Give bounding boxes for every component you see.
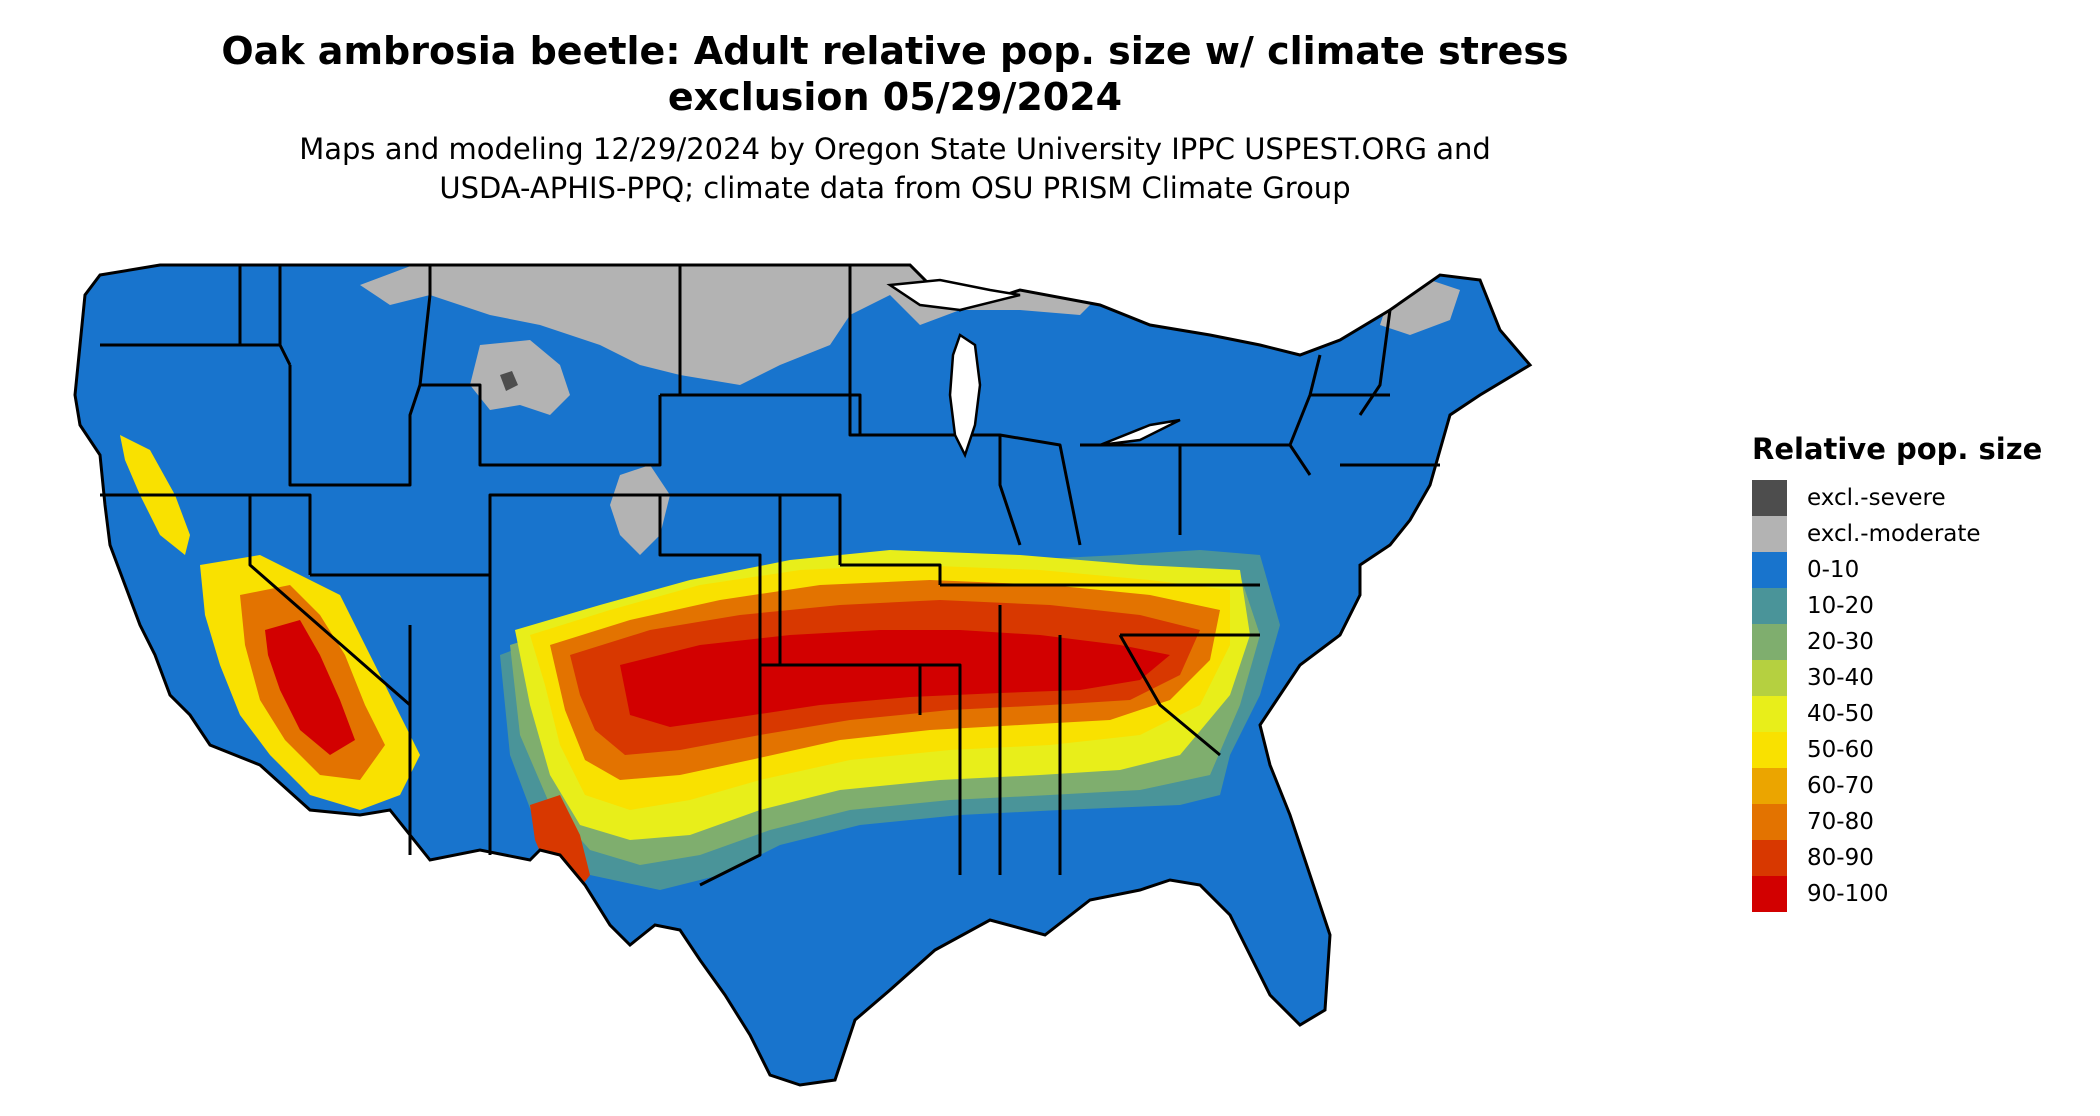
legend-swatch <box>1752 516 1787 552</box>
lake-superior <box>886 278 1021 312</box>
excl-moderate-colorado-rockies <box>610 465 670 555</box>
legend-item: 70-80 <box>1752 804 2042 840</box>
legend-swatch <box>1752 480 1787 516</box>
legend-swatch <box>1752 552 1787 588</box>
legend-item: 0-10 <box>1752 552 2042 588</box>
subtitle-line-2: USDA-APHIS-PPQ; climate data from OSU PR… <box>439 171 1351 205</box>
legend-swatch <box>1752 696 1787 732</box>
us-outline <box>73 263 1533 1087</box>
sw-desert-red <box>265 620 355 755</box>
legend-label: excl.-moderate <box>1807 521 1981 547</box>
legend-swatch <box>1752 624 1787 660</box>
legend-swatch <box>1752 660 1787 696</box>
title-line-1: Oak ambrosia beetle: Adult relative pop.… <box>221 29 1569 73</box>
legend-items: excl.-severe excl.-moderate 0-10 10-20 20-30… <box>1752 480 2042 912</box>
legend-swatch <box>1752 804 1787 840</box>
legend-label: 40-50 <box>1807 701 1874 727</box>
map-title: Oak ambrosia beetle: Adult relative pop.… <box>150 28 1640 120</box>
legend-label: 80-90 <box>1807 845 1874 871</box>
legend-label: 90-100 <box>1807 881 1889 907</box>
legend-title: Relative pop. size <box>1752 432 2043 466</box>
legend-item: 40-50 <box>1752 696 2042 732</box>
excl-moderate-north-plains <box>360 265 960 385</box>
legend-item: 90-100 <box>1752 876 2042 912</box>
legend-label: 70-80 <box>1807 809 1874 835</box>
legend-label: 60-70 <box>1807 773 1874 799</box>
lake-michigan <box>948 333 982 459</box>
legend-swatch <box>1752 768 1787 804</box>
band-90-100 <box>620 630 1170 727</box>
state-boundaries <box>100 265 1440 887</box>
map-legend: Relative pop. size excl.-severe excl.-mod… <box>1752 432 2042 912</box>
legend-label: 10-20 <box>1807 593 1874 619</box>
map-subtitle: Maps and modeling 12/29/2024 by Oregon S… <box>150 130 1640 208</box>
legend-label: 0-10 <box>1807 557 1860 583</box>
legend-item: 50-60 <box>1752 732 2042 768</box>
legend-item: 60-70 <box>1752 768 2042 804</box>
legend-item: excl.-severe <box>1752 480 2042 516</box>
subtitle-line-1: Maps and modeling 12/29/2024 by Oregon S… <box>299 132 1491 166</box>
legend-label: 30-40 <box>1807 665 1874 691</box>
legend-item: 80-90 <box>1752 840 2042 876</box>
legend-label: 50-60 <box>1807 737 1874 763</box>
legend-swatch <box>1752 876 1787 912</box>
excl-moderate-wyoming-ranges <box>470 340 570 415</box>
west-texas-band <box>530 795 590 895</box>
excl-severe-spot <box>500 371 518 391</box>
legend-item: excl.-moderate <box>1752 516 2042 552</box>
legend-label: 20-30 <box>1807 629 1874 655</box>
us-population-map <box>73 263 1533 1087</box>
legend-swatch <box>1752 840 1787 876</box>
title-line-2: exclusion 05/29/2024 <box>667 75 1123 119</box>
legend-item: 10-20 <box>1752 588 2042 624</box>
legend-item: 30-40 <box>1752 660 2042 696</box>
legend-label: excl.-severe <box>1807 485 1946 511</box>
legend-swatch <box>1752 732 1787 768</box>
legend-item: 20-30 <box>1752 624 2042 660</box>
legend-swatch <box>1752 588 1787 624</box>
lake-erie <box>1099 418 1181 447</box>
